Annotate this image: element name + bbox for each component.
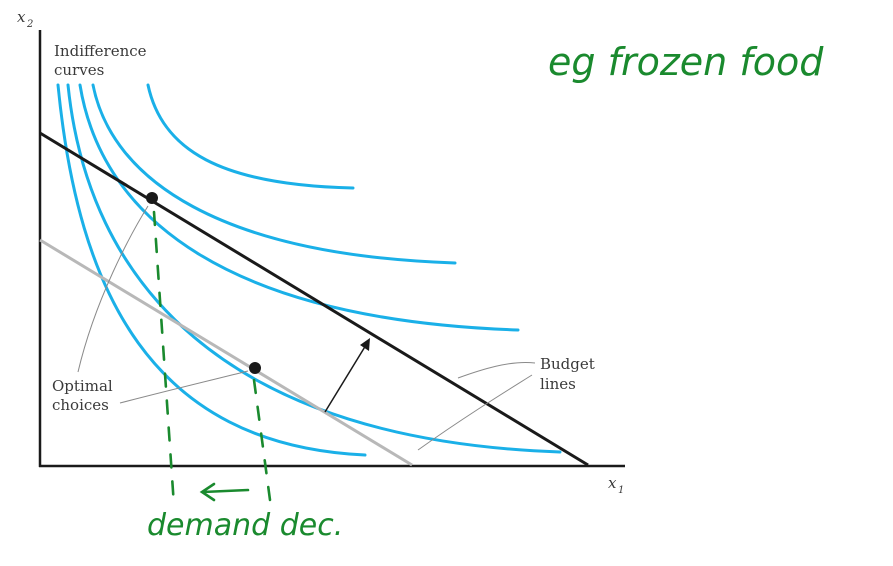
optimal-label-line2: choices <box>52 396 109 414</box>
indifference-curve-2 <box>66 83 562 454</box>
handwritten-annotations <box>152 210 272 508</box>
leader-budget-lower <box>417 374 533 451</box>
budget-line-new <box>39 238 413 467</box>
leader-optimal-lower <box>119 370 249 404</box>
dashed-drop-line-new <box>252 378 272 502</box>
optimal-point-new <box>249 362 261 374</box>
indifference-label-line1: Indifference <box>54 42 147 60</box>
leader-optimal-upper <box>77 205 149 373</box>
x-axis-subscript: 1 <box>618 485 624 496</box>
optimal-point-original <box>146 192 158 204</box>
indifference-curves <box>56 83 562 457</box>
demand-shift-arrow <box>201 488 250 494</box>
budget-line-original <box>39 131 589 467</box>
indifference-curve-3 <box>78 83 520 332</box>
budget-label-line2: lines <box>540 375 576 393</box>
budget-label-line1: Budget <box>540 355 595 373</box>
dashed-drop-line-original <box>152 210 176 508</box>
y-axis-label: x <box>17 8 26 26</box>
indifference-curve-1 <box>56 83 367 457</box>
leader-budget-upper <box>457 361 536 379</box>
shift-arrow <box>324 344 367 413</box>
indifference-label-line2: curves <box>54 61 104 79</box>
shift-arrowhead <box>360 338 370 351</box>
demand-shift-arrowhead <box>199 482 216 502</box>
indifference-curve-5 <box>146 83 355 190</box>
handwritten-bottom-note: demand dec. <box>147 508 343 543</box>
y-axis-subscript: 2 <box>26 19 33 30</box>
leader-lines <box>77 205 536 451</box>
handwritten-top-note: eg frozen food <box>548 40 824 84</box>
indifference-curve-4 <box>91 83 457 265</box>
x-axis-label: x <box>608 474 617 492</box>
optimal-label-line1: Optimal <box>52 377 113 395</box>
